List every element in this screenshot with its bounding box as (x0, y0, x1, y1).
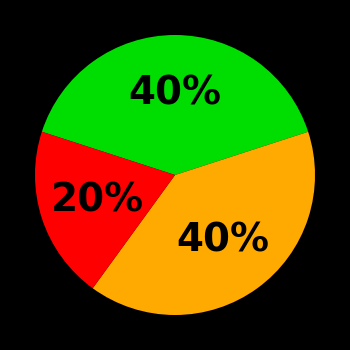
Text: 40%: 40% (176, 222, 269, 260)
Wedge shape (42, 35, 308, 175)
Wedge shape (93, 132, 315, 315)
Wedge shape (35, 132, 175, 288)
Text: 20%: 20% (51, 181, 144, 219)
Text: 40%: 40% (128, 75, 222, 113)
